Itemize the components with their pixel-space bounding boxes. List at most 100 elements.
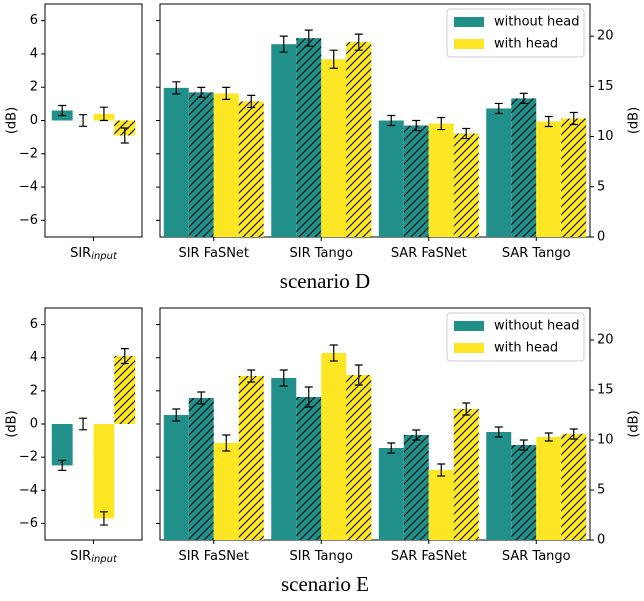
error-bar xyxy=(354,33,363,51)
error-bar xyxy=(354,364,363,386)
y-tick-label: 2 xyxy=(30,80,38,95)
y-axis-label: (dB) xyxy=(5,107,20,134)
legend-label: without head xyxy=(494,319,579,334)
y2-tick-label: 15 xyxy=(597,79,614,94)
bar xyxy=(486,108,512,237)
x-tick-label-main: SAR Tango xyxy=(502,246,571,261)
bar xyxy=(346,42,372,238)
x-tick-label-main: SIR FaSNet xyxy=(178,246,249,261)
bar xyxy=(536,121,562,237)
y-tick-label: 4 xyxy=(30,46,38,61)
y-tick-label: 0 xyxy=(30,417,38,432)
y-tick-label: 6 xyxy=(30,13,38,28)
x-tick-label: SIR Tango xyxy=(290,549,353,564)
legend-label: without head xyxy=(494,15,579,30)
y-tick-label: 6 xyxy=(30,317,38,332)
error-bar xyxy=(222,86,231,101)
error-bar xyxy=(79,417,88,431)
y2-axis-label: (dB) xyxy=(627,410,642,437)
bar xyxy=(188,92,214,238)
y-tick-label: −4 xyxy=(19,180,38,195)
error-bar xyxy=(387,114,396,127)
y2-tick-label: 0 xyxy=(597,533,605,548)
error-bar xyxy=(412,429,421,441)
bar xyxy=(378,120,404,237)
y2-tick-label: 20 xyxy=(597,29,614,44)
y-tick-label: −2 xyxy=(19,450,38,465)
error-bar xyxy=(304,29,313,47)
y2-tick-label: 5 xyxy=(597,179,605,194)
error-bar xyxy=(279,369,288,387)
error-bar xyxy=(58,459,67,471)
error-bar xyxy=(120,127,129,144)
bar xyxy=(163,415,189,540)
bar xyxy=(511,445,537,540)
error-bar xyxy=(222,434,231,452)
error-bar xyxy=(329,344,338,362)
legend-swatch xyxy=(454,17,484,27)
bar xyxy=(453,133,479,237)
bar xyxy=(238,101,264,237)
error-bar xyxy=(279,35,288,53)
x-tick-label: SAR FaSNet xyxy=(391,549,467,564)
x-tick-label-subscript: input xyxy=(91,251,118,262)
error-bar xyxy=(79,114,88,127)
error-bar xyxy=(544,432,553,442)
bar xyxy=(51,424,73,466)
error-bar xyxy=(172,408,181,422)
error-bar xyxy=(462,127,471,140)
bar xyxy=(428,123,454,237)
error-bar xyxy=(197,391,206,405)
legend-swatch xyxy=(454,39,484,49)
x-tick-label-main: SIR Tango xyxy=(290,246,353,261)
bar xyxy=(271,44,297,238)
bar xyxy=(486,432,512,540)
y-tick-label: −6 xyxy=(19,516,38,531)
bar xyxy=(213,443,239,540)
bar xyxy=(296,397,322,540)
x-tick-label: SIRinput xyxy=(70,246,118,263)
bar xyxy=(238,376,264,540)
bar xyxy=(213,93,239,237)
y2-tick-label: 10 xyxy=(597,433,614,448)
bar xyxy=(378,448,404,540)
x-tick-label-main: SIR xyxy=(70,549,91,564)
bar xyxy=(403,125,429,237)
y-tick-label: −2 xyxy=(19,146,38,161)
x-tick-label: SAR FaSNet xyxy=(391,246,467,261)
error-bar xyxy=(437,463,446,477)
bar xyxy=(428,470,454,540)
x-tick-label: SIR Tango xyxy=(290,246,353,261)
y2-tick-label: 5 xyxy=(597,483,605,498)
y2-tick-label: 15 xyxy=(597,383,614,398)
x-tick-label: SAR Tango xyxy=(502,246,571,261)
y2-tick-label: 10 xyxy=(597,129,614,144)
bar xyxy=(453,409,479,540)
error-bar xyxy=(569,428,578,440)
y2-tick-label: 0 xyxy=(597,230,605,245)
error-bar xyxy=(462,402,471,416)
x-tick-label: SIRinput xyxy=(70,549,118,566)
error-bar xyxy=(58,104,67,117)
legend-label: with head xyxy=(494,341,558,356)
x-tick-label-main: SAR FaSNet xyxy=(391,549,467,564)
bar xyxy=(403,435,429,540)
caption: scenario D xyxy=(280,269,370,293)
error-bar xyxy=(569,111,578,126)
error-bar xyxy=(99,106,108,122)
x-tick-label: SIR FaSNet xyxy=(178,549,249,564)
error-bar xyxy=(519,92,528,105)
legend-label: with head xyxy=(494,37,558,52)
bar xyxy=(346,375,372,540)
error-bar xyxy=(494,426,503,438)
error-bar xyxy=(329,49,338,69)
y-tick-label: 2 xyxy=(30,383,38,398)
bar xyxy=(271,378,297,540)
x-tick-label-main: SAR FaSNet xyxy=(391,246,467,261)
x-tick-label: SAR Tango xyxy=(502,549,571,564)
error-bar xyxy=(519,439,528,451)
bar xyxy=(561,434,587,540)
legend-swatch xyxy=(454,343,484,353)
